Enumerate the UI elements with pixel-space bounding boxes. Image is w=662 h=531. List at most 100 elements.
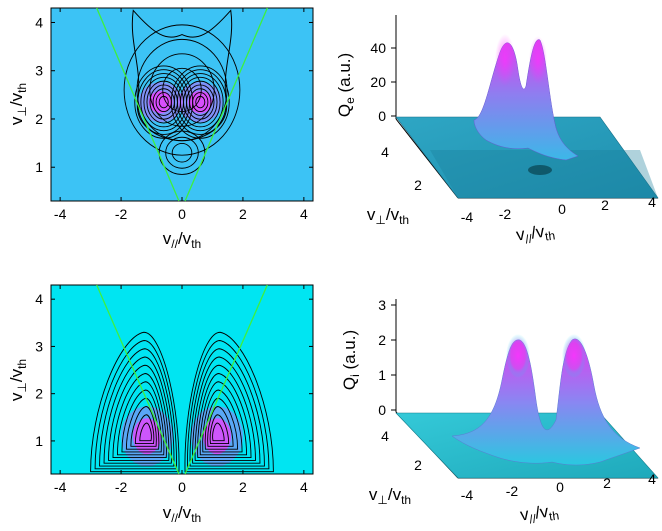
contour-line [90,331,180,473]
x-tick-label: -2 [115,206,128,222]
cone-line [184,284,268,475]
axis-ticks: 0 1 2 3 -4 -2 0 2 4 2 4 [378,297,656,503]
contour-line [186,84,215,120]
contour-line [212,422,225,442]
z-axis-label: Qe (a.u.) [335,53,357,117]
contour-line [139,422,152,442]
x-tick-label: 0 [556,479,564,495]
surface-peaks [451,338,641,466]
peak-highlight [562,334,586,378]
plot-area [50,284,314,475]
contour-line [189,88,212,116]
y-tick-label: 3 [35,338,43,354]
contour-line [99,348,175,467]
y-axis-label: v⊥/vth [367,205,409,227]
contour-line [192,92,209,113]
x-tick-label: -2 [506,483,519,499]
contour-lines [90,331,274,473]
x-tick-label: 4 [648,471,656,487]
y-tick-label: 1 [35,433,43,449]
surface-peaks [473,39,579,161]
plot-area [50,7,314,202]
contour-line [209,414,230,444]
contour-line [171,142,193,163]
contour-line [173,69,227,135]
x-tick-label: -4 [54,206,67,222]
y-tick-label: 2 [35,111,43,127]
contour-line [184,331,274,473]
x-tick-label: -2 [499,206,512,222]
contour-line [189,348,265,467]
contour-line [187,340,270,470]
axis-ticks: 0 20 40 -4 -2 0 2 4 2 4 [370,40,656,225]
x-axis-label: v///vth [519,500,560,527]
contour-line [121,389,162,453]
contour-line [170,65,230,139]
contour-line [108,364,170,461]
contour-line [134,414,155,444]
contour-line [197,373,252,459]
cone-line [96,284,180,475]
contour-line [207,406,234,447]
x-tick-label: -4 [461,487,474,503]
y-tick-label: 4 [381,144,389,160]
surface-plot-qi: 0 1 2 3 -4 -2 0 2 4 2 4 Qi (a.u.) v///vth v⊥/vth [340,297,659,527]
surface-plot-qe: 0 20 40 -4 -2 0 2 4 2 4 Qe (a.u.) v///vth v⊥/vth [335,15,659,246]
x-tick-label: -4 [54,479,67,495]
y-axis-label: v⊥/vth [7,83,29,125]
y-tick-label: 2 [414,457,422,473]
axis-ticks: -4 -2 0 2 4 1 2 3 4 [35,285,313,495]
resonance-cone-lines [96,284,268,475]
peak-highlight [529,36,547,84]
contour-line [194,364,256,461]
contour-line [180,76,221,128]
contour-line [103,356,172,464]
peak-glow [203,418,232,455]
z-tick-label: 3 [378,297,386,313]
z-tick-label: 2 [378,332,386,348]
x-tick-label: 2 [601,197,609,213]
contour-line [192,356,261,464]
z-axis-label: Qi (a.u.) [340,330,362,390]
x-tick-label: -4 [461,209,474,225]
contour-line [165,136,199,169]
contour-line [183,80,218,124]
x-tick-label: 4 [300,479,308,495]
y-tick-label: 1 [35,159,43,175]
z-tick-label: 0 [378,108,386,124]
x-tick-label: 4 [648,194,656,210]
x-tick-label: 0 [558,201,566,217]
y-tick-label: 2 [414,177,422,193]
z-tick-label: 40 [370,40,386,56]
contour-line [202,389,243,453]
y-tick-label: 3 [35,63,43,79]
z-tick-label: 20 [370,74,386,90]
y-tick-label: 2 [35,386,43,402]
peak-highlight [495,34,515,86]
contour-line [158,95,169,109]
cone-line [96,7,180,202]
x-tick-label: 4 [300,206,308,222]
peak-glow [132,418,161,455]
x-tick-label: 2 [603,475,611,491]
resonance-cone-lines [96,7,268,202]
peak-highlight [506,334,530,378]
y-tick-label: 4 [35,14,43,30]
contour-line [94,340,177,470]
contour-line [136,38,228,142]
contour-line [195,95,206,109]
x-tick-label: 0 [178,479,186,495]
cone-line [184,7,268,202]
contour-plot-qe: -4 -2 0 2 4 1 2 3 4 v///vth v⊥/vth [7,7,314,251]
contour-line [112,373,167,459]
contour-line [176,73,224,132]
contour-line [130,406,157,447]
contour-line [158,130,206,175]
x-tick-label: 2 [239,206,247,222]
x-axis-label: v///vth [163,503,201,525]
y-tick-label: 4 [381,428,389,444]
dip-shadow [528,165,552,175]
z-tick-label: 0 [378,402,386,418]
x-tick-label: 2 [239,479,247,495]
